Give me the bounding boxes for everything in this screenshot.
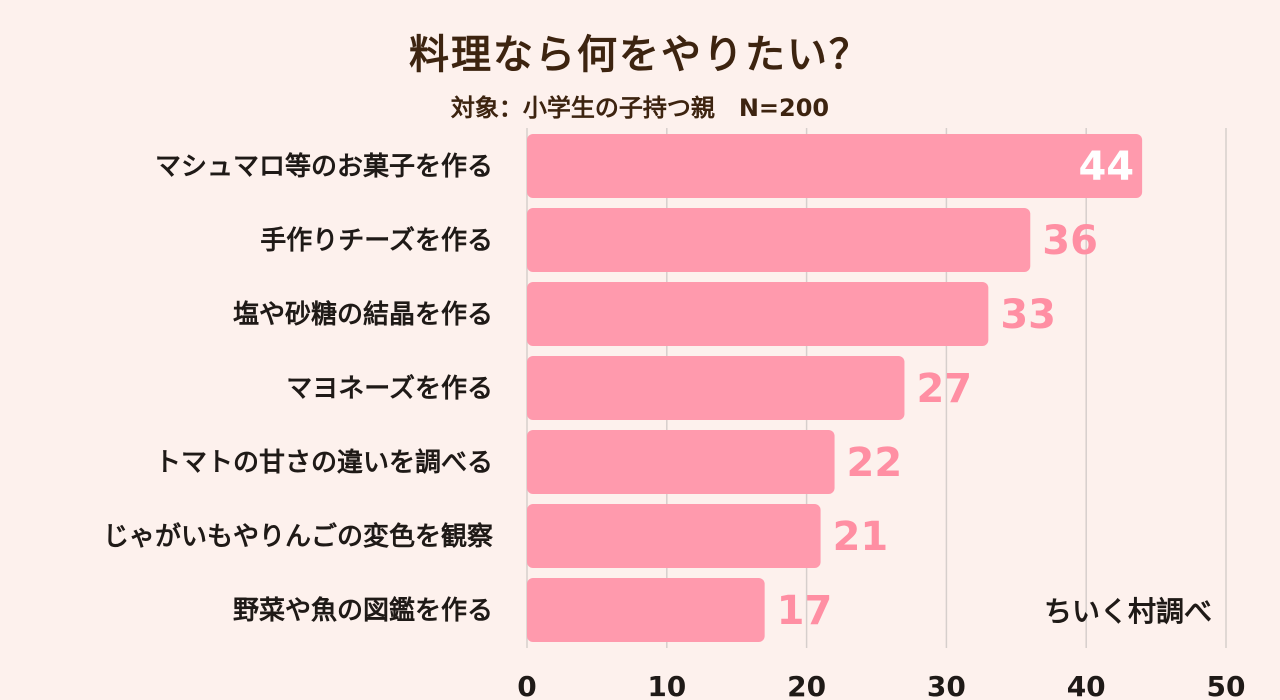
x-tick-label-0: 0 [517, 670, 536, 700]
chart-subtitle: 対象：小学生の子持つ親 N=200 [450, 94, 830, 122]
bar-5 [527, 504, 821, 568]
value-label-5: 21 [833, 514, 889, 560]
category-label-4: トマトの甘さの違いを調べる [155, 447, 493, 478]
value-label-1: 36 [1042, 218, 1098, 264]
bar-4 [527, 430, 835, 494]
x-tick-label-1: 10 [647, 670, 686, 700]
bars [527, 134, 1143, 642]
bar-1 [527, 208, 1031, 272]
category-label-3: マヨネーズを作る [286, 373, 493, 404]
category-label-5: じゃがいもやりんごの変色を観察 [103, 521, 494, 552]
bar-6 [527, 578, 765, 642]
value-label-4: 22 [847, 440, 903, 486]
bar-3 [527, 356, 905, 420]
x-tick-label-4: 40 [1067, 670, 1106, 700]
value-label-2: 33 [1000, 292, 1056, 338]
bar-2 [527, 282, 989, 346]
x-tick-label-5: 50 [1207, 670, 1246, 700]
bar-0 [527, 134, 1143, 198]
category-label-2: 塩や砂糖の結晶を作る [233, 299, 493, 330]
category-label-1: 手作りチーズを作る [260, 225, 493, 256]
chart-title: 料理なら何をやりたい？ [409, 32, 871, 78]
x-tick-label-3: 30 [927, 670, 966, 700]
value-label-6: 17 [777, 588, 833, 634]
category-label-0: マシュマロ等のお菓子を作る [155, 151, 493, 182]
source-credit: ちいく村調べ [1043, 595, 1212, 628]
category-label-6: 野菜や魚の図鑑を作る [233, 595, 493, 626]
x-tick-labels: 0 10 20 30 40 50 [517, 670, 1245, 700]
x-tick-label-2: 20 [787, 670, 826, 700]
value-label-3: 27 [916, 366, 972, 412]
value-label-0: 44 [1078, 144, 1134, 190]
category-labels: マシュマロ等のお菓子を作る手作りチーズを作る塩や砂糖の結晶を作るマヨネーズを作る… [103, 151, 494, 626]
